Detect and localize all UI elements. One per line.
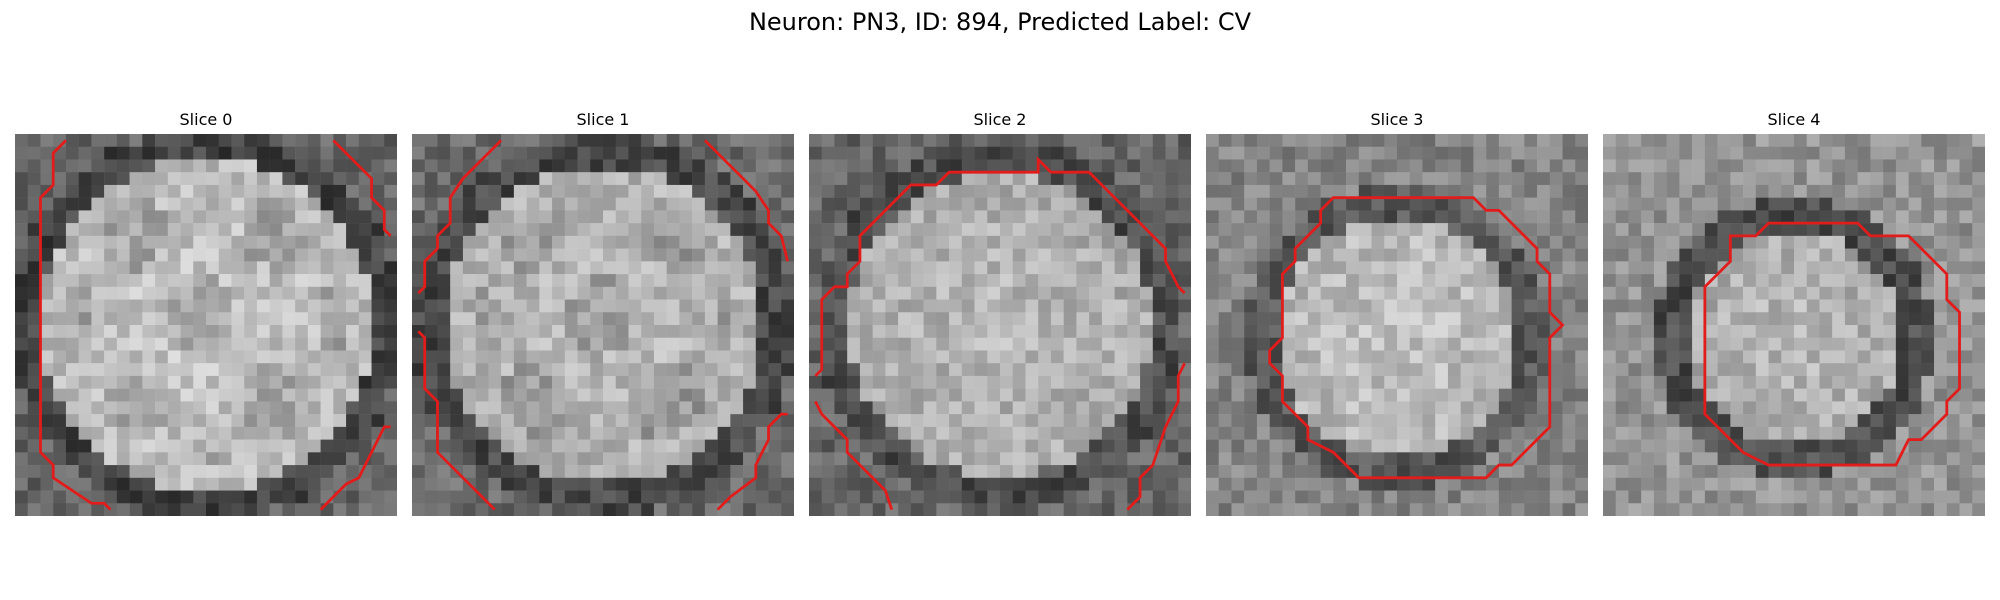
slice-image-3 (1206, 134, 1588, 516)
contour-line (319, 425, 391, 511)
contour-line (332, 139, 392, 237)
slice-title: Slice 4 (1767, 110, 1821, 129)
contour-line (1126, 362, 1186, 511)
contour-line (1268, 196, 1565, 480)
figure-title: Neuron: PN3, ID: 894, Predicted Label: C… (748, 8, 1252, 36)
slice-image-0 (15, 134, 397, 516)
slice-title: Slice 0 (179, 110, 233, 129)
contour-line (716, 412, 788, 511)
slice-image-1 (412, 134, 794, 516)
contour-line (417, 330, 496, 511)
slice-title: Slice 3 (1370, 110, 1424, 129)
contour-line (814, 400, 894, 511)
grayscale-image (809, 134, 1191, 516)
slice-title: Slice 2 (973, 110, 1027, 129)
grayscale-image (15, 134, 397, 516)
slice-image-4 (1603, 134, 1985, 516)
contour-line (1703, 221, 1961, 467)
grayscale-image (412, 134, 794, 516)
contour-line (703, 139, 789, 262)
slice-title: Slice 1 (576, 110, 630, 129)
contour-line (814, 156, 1186, 377)
grayscale-image (1206, 134, 1588, 516)
grayscale-image (1603, 134, 1985, 516)
contour-line (417, 139, 503, 295)
contour-line (39, 139, 112, 511)
slice-image-2 (809, 134, 1191, 516)
